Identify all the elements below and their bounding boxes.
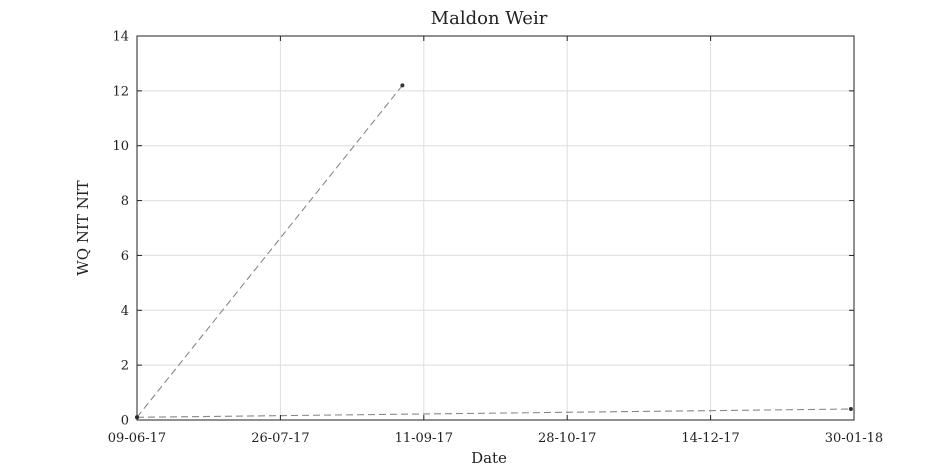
data-point xyxy=(848,407,853,411)
series-layer xyxy=(135,83,853,420)
x-tick-label: 09-06-17 xyxy=(108,431,166,446)
x-tick-label: 14-12-17 xyxy=(681,431,739,446)
series-0 xyxy=(135,83,405,420)
y-axis-label: WQ NIT NIT xyxy=(74,180,92,275)
x-tick-labels: 09-06-17 26-07-17 11-09-17 28-10-17 14-12-17… xyxy=(108,431,883,446)
grid xyxy=(136,35,855,421)
y-tick-label: 8 xyxy=(121,194,129,209)
series-line xyxy=(136,408,851,418)
y-tick-labels: 0 2 4 6 8 10 12 14 xyxy=(112,30,129,429)
x-tick-label: 26-07-17 xyxy=(251,431,309,446)
chart-title: Maldon Weir xyxy=(431,8,548,29)
x-axis-label: Date xyxy=(471,449,507,467)
plot-frame xyxy=(136,35,855,421)
y-tick-label: 0 xyxy=(121,414,129,429)
y-tick-label: 14 xyxy=(112,30,129,45)
y-tick-label: 12 xyxy=(112,84,129,99)
series-line xyxy=(136,85,403,418)
x-tick-label: 11-09-17 xyxy=(395,431,453,446)
tick-marks xyxy=(136,35,855,421)
x-tick-label: 30-01-18 xyxy=(825,431,883,446)
y-tick-label: 10 xyxy=(112,139,129,154)
y-tick-label: 2 xyxy=(121,359,129,374)
data-point xyxy=(400,83,405,88)
y-tick-label: 4 xyxy=(121,304,129,319)
y-tick-label: 6 xyxy=(121,249,129,264)
series-1 xyxy=(135,407,853,420)
x-tick-label: 28-10-17 xyxy=(538,431,596,446)
